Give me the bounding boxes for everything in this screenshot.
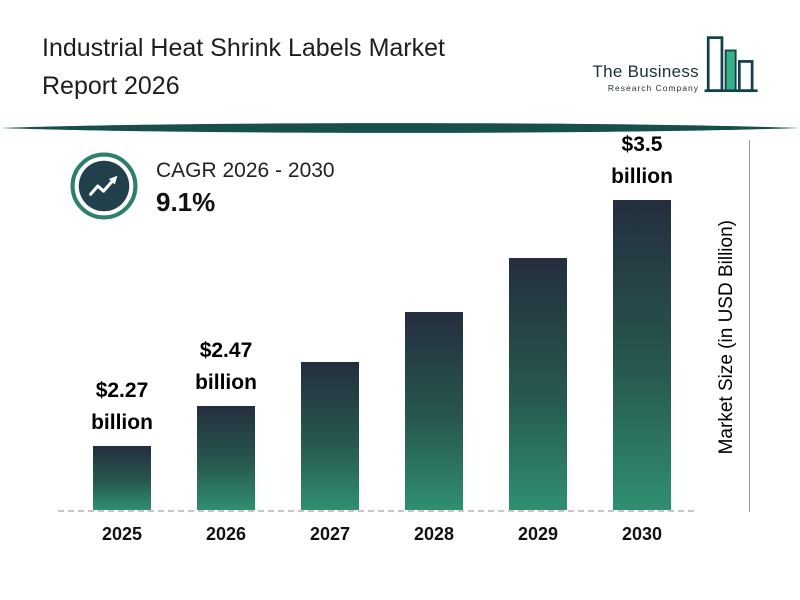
x-axis-label-2030: 2030: [621, 524, 663, 544]
page-title-line1: Industrial Heat Shrink Labels Market: [42, 34, 445, 62]
company-logo-text: The Business Research Company: [592, 62, 699, 103]
company-name: The Business: [592, 62, 699, 81]
x-axis-label-2029: 2029: [517, 524, 559, 544]
bar-2029: [509, 258, 567, 510]
bar-group: [382, 312, 486, 510]
bar-2026: [197, 406, 255, 510]
y-axis-line: [749, 140, 750, 512]
chart-area: CAGR 2026 - 2030 9.1% $2.27 billion $2.47 b…: [40, 133, 760, 570]
page-title: Industrial Heat Shrink Labels Market Rep…: [42, 30, 522, 105]
divider-lens: [0, 120, 800, 136]
cagr-block: CAGR 2026 - 2030 9.1%: [70, 152, 335, 225]
y-axis-label: Market Size (in USD Billion): [716, 220, 737, 455]
page-title-line2: Report 2026: [42, 71, 180, 100]
bar-2028: [405, 312, 463, 510]
bar-group: [278, 362, 382, 510]
trending-up-icon: [70, 152, 138, 225]
years-row: 2025 2026 2027 2028 2029 2030: [58, 524, 694, 545]
x-axis-label-2027: 2027: [309, 524, 351, 544]
bar-group: [486, 258, 590, 510]
bar-value-label: $3.5 billion: [611, 133, 673, 188]
cagr-label: CAGR 2026 - 2030: [156, 159, 335, 182]
bar-2025: [93, 446, 151, 510]
x-axis-label-2026: 2026: [205, 524, 247, 544]
x-axis-label-2025: 2025: [101, 524, 143, 544]
bars-row: $2.27 billion $2.47 billion $3.5 billion: [58, 133, 694, 512]
bar-2027: [301, 362, 359, 510]
bar-group: $2.47 billion: [174, 335, 278, 510]
bar-value-label: $2.27 billion: [91, 379, 153, 434]
company-subname: Research Company: [607, 83, 699, 93]
bar-value-label: $2.47 billion: [195, 339, 257, 394]
cagr-texts: CAGR 2026 - 2030 9.1%: [156, 159, 335, 218]
bar-chart-logo-icon: [704, 34, 760, 103]
x-axis-label-2028: 2028: [413, 524, 455, 544]
bar-2030: [613, 200, 671, 510]
bar-group: $2.27 billion: [70, 375, 174, 510]
cagr-value: 9.1%: [156, 187, 216, 217]
company-logo: The Business Research Company: [592, 34, 760, 103]
bar-group: $3.5 billion: [590, 129, 694, 510]
